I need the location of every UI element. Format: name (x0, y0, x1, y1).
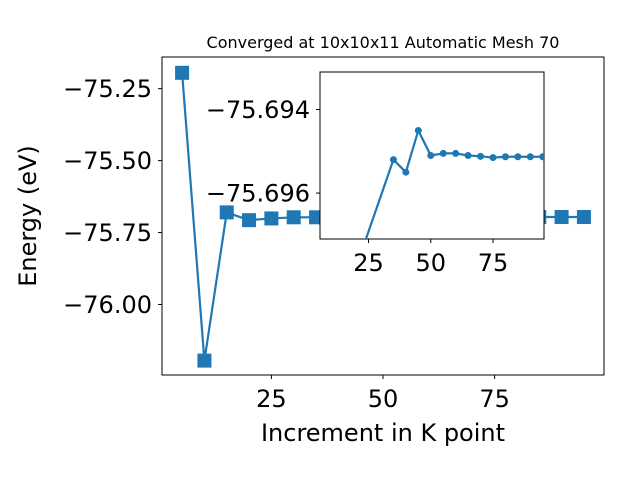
main-x-tick-label: 50 (368, 385, 399, 413)
main-x-tick-label: 75 (479, 385, 510, 413)
inset-data-point (501, 153, 509, 161)
inset-x-tick-label: 25 (353, 249, 384, 277)
inset-data-point (514, 153, 522, 161)
inset-series (328, 126, 544, 343)
y-axis-label: Energy (eV) (14, 145, 42, 287)
inset-data-point (526, 153, 534, 161)
main-data-point (242, 213, 257, 228)
inset-y-tick-label: −75.696 (206, 180, 310, 208)
main-y-tick-label: −76.00 (63, 291, 152, 319)
main-y-tick-label: −75.25 (63, 75, 152, 103)
inset-data-point (464, 152, 472, 159)
main-data-point (197, 353, 212, 368)
inset-data-point (389, 156, 397, 164)
inset-data-point (328, 336, 335, 343)
inset-y-tick-label: −75.694 (206, 96, 310, 124)
main-y-tick-label: −75.50 (63, 147, 152, 175)
inset-data-point (414, 126, 422, 134)
main-data-point (554, 210, 569, 225)
main-data-point (175, 65, 190, 80)
main-data-point (576, 210, 591, 225)
main-data-point (219, 205, 234, 220)
inset-data-point (539, 153, 544, 161)
inset-data-point (402, 168, 410, 176)
main-x-tick-label: 25 (256, 385, 287, 413)
inset-data-point (489, 154, 497, 162)
main-data-point (286, 210, 301, 225)
inset-data-point (477, 152, 485, 160)
inset-axis-ticks: 25 50 75 −75.696 −75.694 (206, 96, 508, 277)
main-y-tick-label: −75.75 (63, 219, 152, 247)
inset-x-tick-label: 50 (415, 249, 446, 277)
x-axis-label: Increment in K point (261, 419, 505, 447)
inset-x-tick-label: 75 (478, 249, 509, 277)
inset-data-point (427, 152, 435, 159)
chart-title: Converged at 10x10x11 Automatic Mesh 70 (207, 33, 560, 52)
main-data-point (264, 211, 279, 226)
inset-data-point (452, 149, 460, 157)
inset-data-point (439, 149, 447, 157)
main-axis-ticks: 25 50 75 −75.25 −75.50 −75.75 −76.00 (63, 75, 510, 413)
